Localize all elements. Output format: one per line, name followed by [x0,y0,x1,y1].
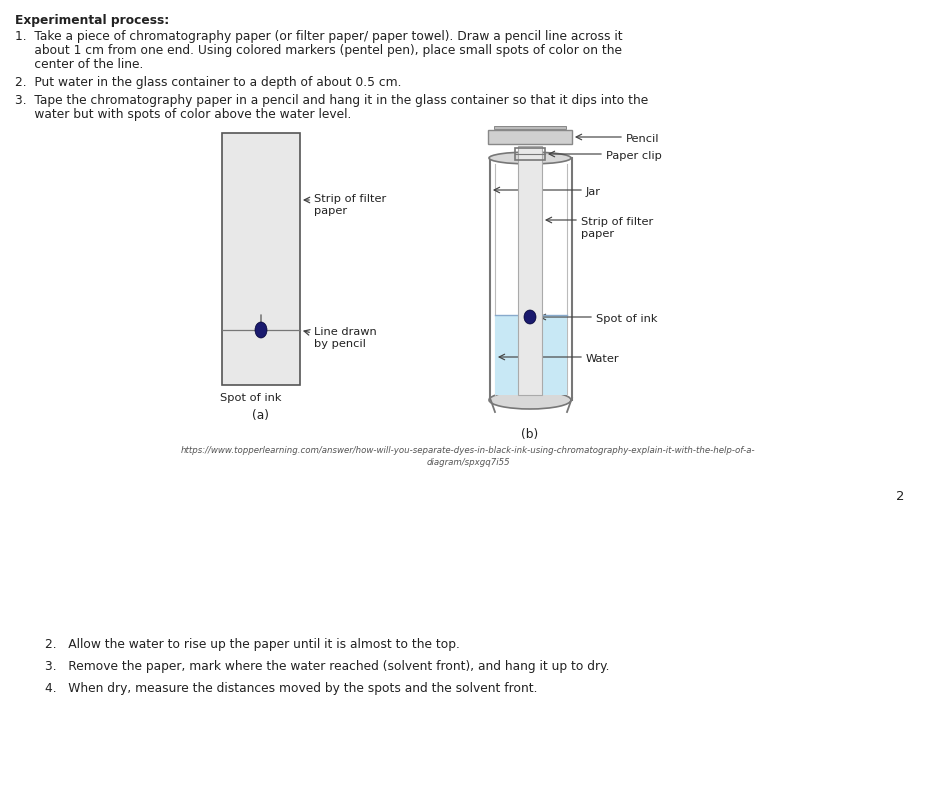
Text: Experimental process:: Experimental process: [15,14,169,27]
Text: 1.  Take a piece of chromatography paper (or filter paper/ paper towel). Draw a : 1. Take a piece of chromatography paper … [15,30,622,43]
Text: (a): (a) [252,409,270,422]
Text: 2: 2 [896,490,904,503]
Bar [488,130,571,144]
Ellipse shape [523,310,535,324]
Text: water but with spots of color above the water level.: water but with spots of color above the … [15,108,351,121]
Text: Spot of ink: Spot of ink [595,314,657,324]
Text: about 1 cm from one end. Using colored markers (pentel pen), place small spots o: about 1 cm from one end. Using colored m… [15,44,622,57]
Text: center of the line.: center of the line. [15,58,143,71]
Text: Water: Water [585,354,619,364]
Text: Paper clip: Paper clip [606,151,661,161]
Text: Pencil: Pencil [625,134,659,144]
Text: (b): (b) [520,428,538,441]
Text: diagram/spxgq7i55: diagram/spxgq7i55 [426,458,509,467]
Text: 4.   When dry, measure the distances moved by the spots and the solvent front.: 4. When dry, measure the distances moved… [45,682,537,695]
Text: 2.   Allow the water to rise up the paper until it is almost to the top.: 2. Allow the water to rise up the paper … [45,638,460,651]
Bar [515,148,545,160]
Text: Strip of filter
paper: Strip of filter paper [314,194,386,215]
Bar [518,146,541,395]
Text: 3.  Tape the chromatography paper in a pencil and hang it in the glass container: 3. Tape the chromatography paper in a pe… [15,94,648,107]
Text: Jar: Jar [585,187,600,197]
Bar [493,126,565,129]
Ellipse shape [489,152,570,164]
Text: Spot of ink: Spot of ink [220,393,282,403]
Bar [494,315,566,395]
Text: Strip of filter
paper: Strip of filter paper [580,217,652,239]
Text: 3.   Remove the paper, mark where the water reached (solvent front), and hang it: 3. Remove the paper, mark where the wate… [45,660,608,673]
Text: Line drawn
by pencil: Line drawn by pencil [314,327,376,349]
Ellipse shape [255,322,267,338]
Ellipse shape [489,391,570,409]
Text: https://www.topperlearning.com/answer/how-will-you-separate-dyes-in-black-ink-us: https://www.topperlearning.com/answer/ho… [181,446,754,455]
Text: 2.  Put water in the glass container to a depth of about 0.5 cm.: 2. Put water in the glass container to a… [15,76,401,89]
Bar [222,133,300,385]
